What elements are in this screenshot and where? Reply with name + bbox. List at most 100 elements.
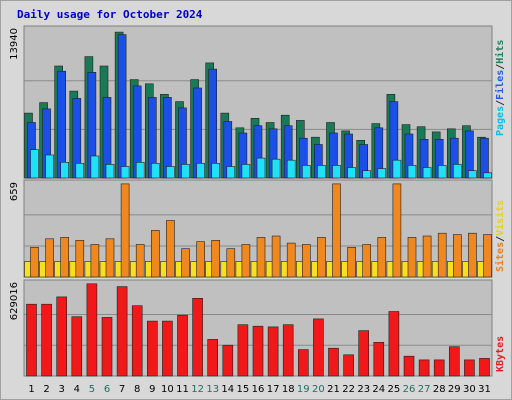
bar-usage-pages-day-15 [241,164,251,179]
panel-visits-max-label: 659 [9,182,20,201]
bar-visits-sites-day-1 [30,247,39,278]
x-tick-label-day-29: 29 [448,384,461,395]
x-tick-label-day-28: 28 [433,384,446,395]
bar-usage-pages-day-26 [407,165,417,179]
bar-visits-sites-day-8 [135,244,145,278]
x-tick-label-day-17: 17 [267,384,280,395]
legend-entry-separator: / [495,236,506,242]
bar-kbytes-kbytes-day-16 [252,325,264,377]
bar-usage-pages-day-16 [256,157,266,179]
bar-kbytes-kbytes-day-11 [177,314,188,377]
bar-usage-pages-day-4 [75,163,85,179]
x-tick-label-day-30: 30 [463,384,476,395]
x-tick-label-day-6: 6 [104,384,110,395]
legend-entry-separator: / [495,64,506,70]
bar-kbytes-kbytes-day-31 [479,358,490,377]
bar-visits-sites-day-28 [437,232,447,278]
bar-visits-sites-day-2 [45,238,54,278]
panel-visits-legend: Sites/Visits [494,200,506,272]
bar-usage-pages-day-2 [45,154,54,179]
bar-kbytes-kbytes-day-17 [267,326,279,377]
bar-visits-sites-day-3 [60,237,70,278]
legend-entry-sites: Sites [494,242,506,272]
x-tick-label-day-1: 1 [28,384,34,395]
bar-usage-files-day-13 [208,68,217,179]
bar-visits-sites-day-23 [362,244,372,278]
bar-kbytes-kbytes-day-9 [147,320,158,377]
bar-usage-pages-day-12 [196,163,205,179]
bar-visits-sites-day-31 [483,234,492,278]
x-tick-label-day-22: 22 [342,384,355,395]
panel-usage-legend: Pages/Files/Hits [494,40,506,136]
x-tick-label-day-18: 18 [282,384,295,395]
bar-usage-pages-day-22 [347,167,356,179]
legend-entry-pages: Pages [495,106,506,136]
x-tick-label-day-13: 13 [206,384,219,395]
bar-visits-sites-day-24 [377,237,387,278]
legend-entry-kbytes: KBytes [495,336,506,372]
x-tick-label-day-3: 3 [59,384,65,395]
legend-entry-visits: Visits [494,200,506,236]
x-tick-label-day-8: 8 [134,384,140,395]
x-tick-label-day-15: 15 [237,384,250,395]
bar-usage-pages-day-1 [30,149,39,179]
bar-kbytes-kbytes-day-10 [162,320,173,377]
bar-visits-sites-day-30 [468,232,477,278]
x-tick-label-day-12: 12 [191,384,204,395]
bar-visits-sites-day-20 [317,237,326,278]
bar-kbytes-kbytes-day-15 [237,324,249,377]
panel-kbytes: 629016 KBytes [9,279,506,377]
bar-usage-pages-day-19 [301,165,311,179]
panel-kbytes-legend: KBytes [495,336,506,372]
x-tick-label-day-16: 16 [252,384,265,395]
bar-visits-sites-day-15 [241,244,251,278]
bar-visits-sites-day-16 [256,237,266,278]
bar-kbytes-kbytes-day-25 [388,311,400,377]
bar-usage-pages-day-23 [362,170,372,179]
bar-visits-sites-day-5 [90,244,100,278]
x-tick-label-day-7: 7 [119,384,125,395]
bar-usage-pages-day-21 [332,165,341,179]
bar-usage-pages-day-25 [392,159,402,179]
bar-kbytes-kbytes-day-7 [116,286,128,377]
bar-usage-pages-day-7 [120,166,130,179]
bar-visits-sites-day-7 [120,183,130,278]
bar-visits-sites-day-14 [226,248,236,278]
panel-usage-max-label: 13940 [9,28,20,60]
bar-kbytes-kbytes-day-4 [71,316,83,377]
bar-kbytes-kbytes-day-22 [343,354,354,377]
x-tick-label-day-21: 21 [327,384,340,395]
bar-visits-sites-day-10 [166,220,175,278]
bar-visits-sites-day-12 [196,241,205,278]
bar-kbytes-kbytes-day-5 [86,283,98,377]
bar-kbytes-kbytes-day-14 [222,344,234,377]
bar-visits-sites-day-4 [75,240,85,278]
panel-kbytes-max-label: 629016 [9,282,20,320]
bar-visits-sites-day-9 [151,230,160,278]
x-tick-label-day-14: 14 [221,384,234,395]
bar-usage-pages-day-10 [166,166,175,179]
bar-kbytes-kbytes-day-26 [403,355,415,377]
x-tick-label-day-10: 10 [161,384,174,395]
bar-usage-pages-day-29 [452,164,462,179]
bar-visits-sites-day-19 [301,244,311,278]
bar-kbytes-kbytes-day-6 [101,317,113,377]
bar-kbytes-kbytes-day-28 [433,359,445,377]
bar-visits-sites-day-18 [286,242,296,278]
x-axis-ticks: 1 2 3 4 5 6 7 8 9 10 11 12 13 14 15 16 17 18 19 20 21 22 23 24 2… [28,384,491,395]
x-tick-label-day-23: 23 [357,384,370,395]
bar-usage-pages-day-8 [135,162,145,179]
bar-usage-pages-day-5 [90,155,100,179]
x-tick-label-day-31: 31 [478,384,491,395]
x-tick-label-day-11: 11 [176,384,189,395]
bar-visits-sites-day-27 [422,235,432,278]
bar-usage-pages-day-31 [483,172,492,179]
bar-visits-sites-day-11 [181,248,190,278]
bar-kbytes-kbytes-day-13 [207,339,218,377]
bar-kbytes-kbytes-day-19 [297,349,309,377]
bar-usage-pages-day-6 [105,164,115,179]
bar-kbytes-kbytes-day-3 [56,296,68,377]
x-tick-label-day-4: 4 [74,384,80,395]
chart-title: Daily usage for October 2024 [17,8,203,21]
